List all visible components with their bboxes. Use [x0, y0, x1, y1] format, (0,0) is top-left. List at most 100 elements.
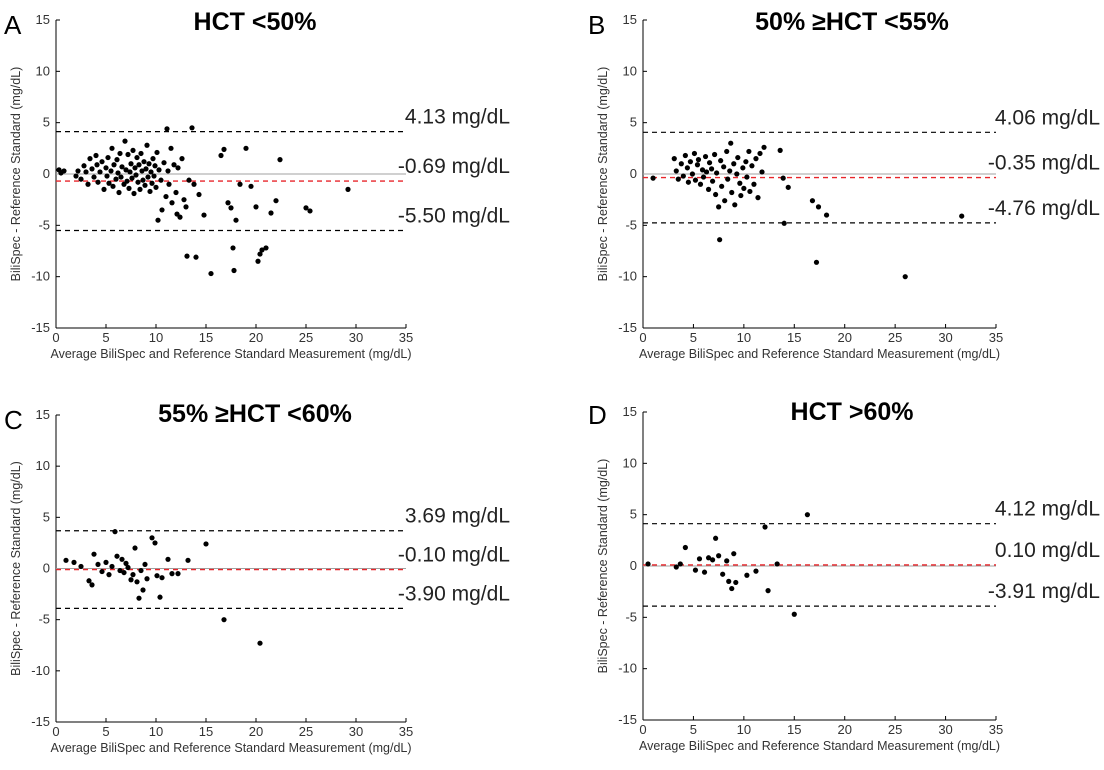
data-point [743, 159, 749, 165]
x-tick-label: 10 [149, 724, 163, 739]
data-point [132, 545, 138, 551]
y-tick-label: 5 [630, 115, 637, 130]
data-point [166, 181, 172, 187]
data-point [731, 551, 737, 557]
data-point [123, 560, 129, 566]
data-point [694, 162, 701, 168]
data-point [744, 572, 750, 578]
x-tick-label: 10 [737, 330, 751, 345]
data-point [119, 164, 125, 170]
data-point [218, 152, 224, 159]
panel-title: 55% ≥HCT <60% [158, 400, 352, 428]
data-point [705, 186, 712, 192]
data-point [116, 189, 122, 196]
data-point [128, 161, 134, 167]
data-point [737, 180, 743, 186]
data-point [189, 125, 195, 131]
data-point [243, 145, 249, 151]
y-tick-label: -15 [31, 320, 50, 335]
data-point [131, 190, 137, 197]
data-point [809, 198, 816, 204]
data-point [123, 167, 129, 173]
bias-label: -0.10 mg/dL [398, 544, 510, 567]
data-point [699, 167, 706, 173]
data-point [718, 158, 724, 164]
data-point [150, 156, 156, 162]
data-point [125, 564, 131, 571]
panel-b: B 50% ≥HCT <55% 0 5 10 15 20 25 30 35 -15 -10 -5 0 5 10… [588, 8, 1100, 361]
data-point [233, 217, 239, 223]
y-tick-label: 0 [630, 558, 637, 573]
data-point [691, 150, 698, 157]
data-point [735, 154, 741, 161]
data-point [692, 567, 699, 573]
data-point [132, 165, 138, 171]
data-point [89, 166, 95, 172]
data-point [253, 204, 259, 210]
data-point [135, 179, 141, 185]
data-point [169, 200, 175, 206]
data-point [124, 178, 130, 184]
data-point [97, 169, 103, 175]
data-point [717, 237, 723, 243]
data-point [95, 179, 101, 185]
data-point [81, 163, 87, 169]
data-point [148, 169, 154, 175]
data-point [147, 188, 153, 195]
data-point [268, 210, 274, 216]
data-point [117, 150, 123, 157]
data-point [813, 259, 820, 265]
data-point [101, 186, 107, 192]
data-point [307, 208, 313, 214]
x-tick-label: 10 [737, 722, 751, 737]
data-point [169, 571, 175, 577]
data-point [138, 150, 144, 157]
data-point [728, 140, 734, 146]
y-tick-label: -15 [618, 320, 637, 335]
x-tick-label: 25 [888, 330, 902, 345]
data-point [685, 179, 691, 185]
data-point [193, 254, 199, 260]
data-point [709, 557, 716, 563]
data-point [165, 556, 171, 562]
data-point [185, 557, 191, 563]
data-point [186, 177, 192, 183]
x-tick-label: 30 [938, 722, 952, 737]
data-point [345, 186, 351, 192]
data-point [128, 577, 134, 583]
panel-title: HCT >60% [791, 398, 914, 426]
data-point [137, 186, 143, 192]
data-point [689, 171, 696, 177]
y-tick-label: -5 [625, 609, 637, 624]
data-point [103, 165, 109, 171]
data-point [161, 160, 167, 166]
data-point [183, 204, 189, 210]
x-tick-label: 20 [837, 722, 851, 737]
x-tick-label: 20 [837, 330, 851, 345]
data-point [734, 171, 740, 177]
data-point [73, 173, 79, 179]
x-tick-label: 30 [349, 330, 363, 345]
data-point [741, 185, 747, 191]
data-point [117, 567, 123, 574]
panel-title: 50% ≥HCT <55% [755, 8, 949, 36]
data-point [221, 146, 227, 152]
data-point [108, 168, 114, 174]
data-point [63, 557, 69, 563]
y-axis-label: BiliSpec - Reference Standard (mg/dL) [596, 67, 610, 282]
data-point [179, 156, 185, 162]
data-point [744, 174, 750, 180]
x-tick-label: 35 [989, 330, 1003, 345]
data-point [115, 170, 121, 176]
data-point [134, 579, 140, 585]
y-axis-label: BiliSpec - Reference Standard (mg/dL) [9, 461, 23, 676]
data-point [114, 553, 120, 559]
x-tick-label: 25 [299, 330, 313, 345]
y-tick-label: 15 [623, 404, 637, 419]
y-tick-label: 0 [43, 561, 50, 576]
data-point [109, 145, 115, 151]
data-point [99, 159, 105, 165]
x-tick-label: 25 [299, 724, 313, 739]
data-point [722, 198, 728, 204]
